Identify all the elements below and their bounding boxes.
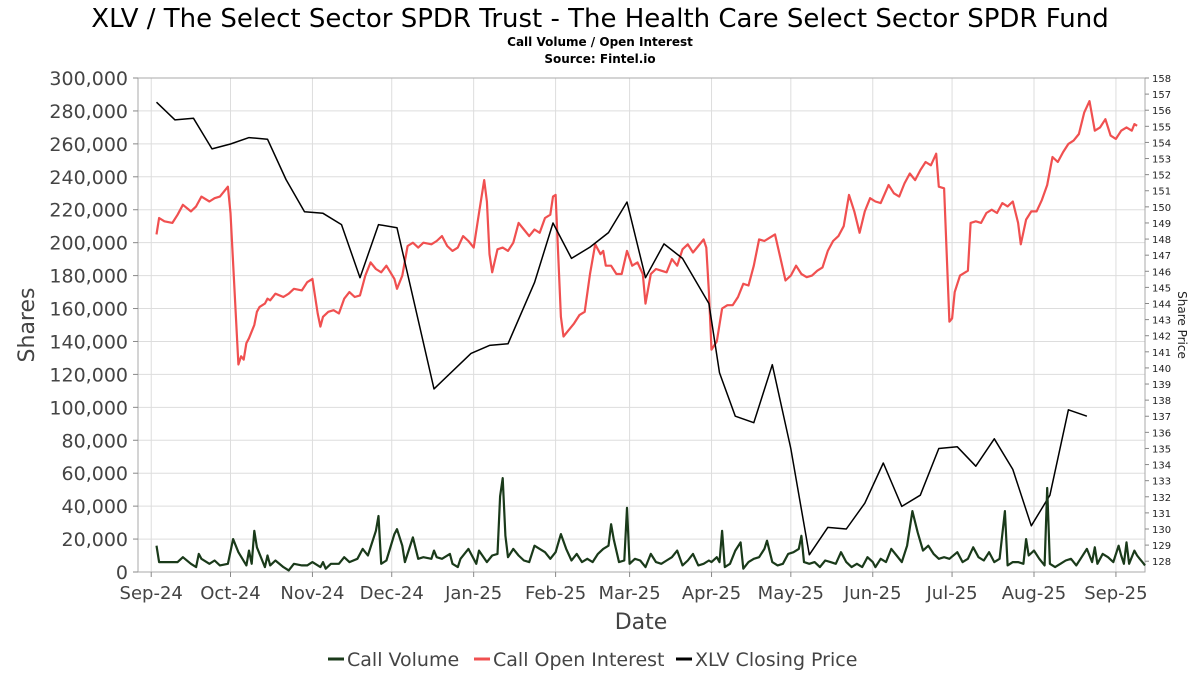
y-tick-label: 300,000	[49, 68, 128, 90]
x-tick-label: May-25	[758, 583, 824, 604]
y2-tick-label: 143	[1152, 316, 1171, 327]
legend-label-call-volume: Call Volume	[347, 649, 459, 671]
y2-tick-label: 153	[1152, 155, 1171, 166]
y-axis-ticks: 0 20,000 40,000 60,000 80,000 100,000 120,000 1…	[49, 68, 138, 584]
grid	[138, 77, 1145, 573]
y-tick-label: 80,000	[62, 430, 128, 452]
y2-tick-label: 129	[1152, 541, 1171, 552]
y2-tick-label: 149	[1152, 219, 1171, 230]
y-tick-label: 140,000	[49, 331, 128, 353]
y2-tick-label: 128	[1152, 557, 1171, 568]
x-tick-label: Jul-25	[925, 583, 977, 604]
y2-tick-label: 157	[1152, 90, 1171, 101]
series-line-call-volume	[155, 477, 1146, 572]
y2-tick-label: 145	[1152, 283, 1171, 294]
x-tick-label: Dec-24	[360, 583, 424, 604]
y2-tick-label: 132	[1152, 493, 1171, 504]
y2-tick-label: 142	[1152, 332, 1171, 343]
legend-label-xlv-closing-price: XLV Closing Price	[695, 649, 857, 671]
y2-tick-label: 148	[1152, 235, 1171, 246]
y-tick-label: 220,000	[49, 200, 128, 222]
x-tick-label: Aug-25	[1002, 583, 1067, 604]
legend: Call Volume Call Open Interest XLV Closing…	[328, 649, 857, 671]
series-line-xlv-closing-price	[155, 101, 1088, 556]
x-tick-label: Oct-24	[200, 583, 261, 604]
y2-tick-label: 155	[1152, 122, 1171, 133]
x-tick-label: Jun-25	[843, 583, 902, 604]
y-tick-label: 240,000	[49, 167, 128, 189]
chart-source: Source: Fintel.io	[544, 52, 655, 66]
x-tick-label: Mar-25	[598, 583, 660, 604]
y2-tick-label: 150	[1152, 203, 1171, 214]
series-layer	[155, 99, 1146, 572]
y-tick-label: 0	[116, 562, 128, 584]
y-tick-label: 100,000	[49, 397, 128, 419]
x-axis-label: Date	[615, 610, 668, 635]
x-tick-label: Sep-25	[1084, 583, 1147, 604]
y2-tick-label: 137	[1152, 412, 1171, 423]
legend-label-call-open-interest: Call Open Interest	[493, 649, 665, 671]
y-tick-label: 280,000	[49, 101, 128, 123]
y-tick-label: 20,000	[62, 529, 128, 551]
y-tick-label: 60,000	[62, 463, 128, 485]
x-tick-label: Apr-25	[682, 583, 741, 604]
y2-axis-label: Share Price	[1175, 291, 1189, 359]
y2-tick-label: 130	[1152, 525, 1171, 536]
chart-subtitle: Call Volume / Open Interest	[507, 35, 693, 49]
y-tick-label: 260,000	[49, 134, 128, 156]
y2-tick-label: 152	[1152, 171, 1171, 182]
y2-tick-label: 147	[1152, 251, 1171, 262]
y2-tick-label: 134	[1152, 461, 1171, 472]
chart-title: XLV / The Select Sector SPDR Trust - The…	[91, 4, 1108, 34]
y2-tick-label: 135	[1152, 444, 1171, 455]
y2-tick-label: 151	[1152, 187, 1171, 198]
y-axis-label: Shares	[15, 288, 40, 363]
y2-tick-label: 158	[1152, 74, 1171, 85]
y2-tick-label: 140	[1152, 364, 1171, 375]
y2-tick-label: 156	[1152, 106, 1171, 117]
y-tick-label: 40,000	[62, 496, 128, 518]
y-tick-label: 120,000	[49, 364, 128, 386]
x-tick-label: Nov-24	[280, 583, 344, 604]
y2-tick-label: 131	[1152, 509, 1171, 520]
y-tick-label: 180,000	[49, 266, 128, 288]
x-tick-label: Sep-24	[120, 583, 183, 604]
y-tick-label: 160,000	[49, 299, 128, 321]
y2-tick-label: 154	[1152, 138, 1171, 149]
y2-tick-label: 141	[1152, 348, 1171, 359]
y2-tick-label: 139	[1152, 380, 1171, 391]
y2-axis-ticks: 128 129 130 131 132 133 134 135 136 137 138 139 140 1…	[1145, 74, 1171, 568]
plot-area	[137, 77, 1146, 573]
y-tick-label: 200,000	[49, 233, 128, 255]
y2-tick-label: 144	[1152, 299, 1171, 310]
series-line-call-open-interest	[155, 99, 1138, 366]
y2-tick-label: 138	[1152, 396, 1171, 407]
x-axis-ticks: Sep-24 Oct-24 Nov-24 Dec-24 Jan-25 Feb-25 Mar-…	[120, 572, 1148, 604]
x-tick-label: Jan-25	[444, 583, 502, 604]
x-tick-label: Feb-25	[525, 583, 586, 604]
y2-tick-label: 133	[1152, 477, 1171, 488]
y2-tick-label: 146	[1152, 267, 1171, 278]
y2-tick-label: 136	[1152, 428, 1171, 439]
